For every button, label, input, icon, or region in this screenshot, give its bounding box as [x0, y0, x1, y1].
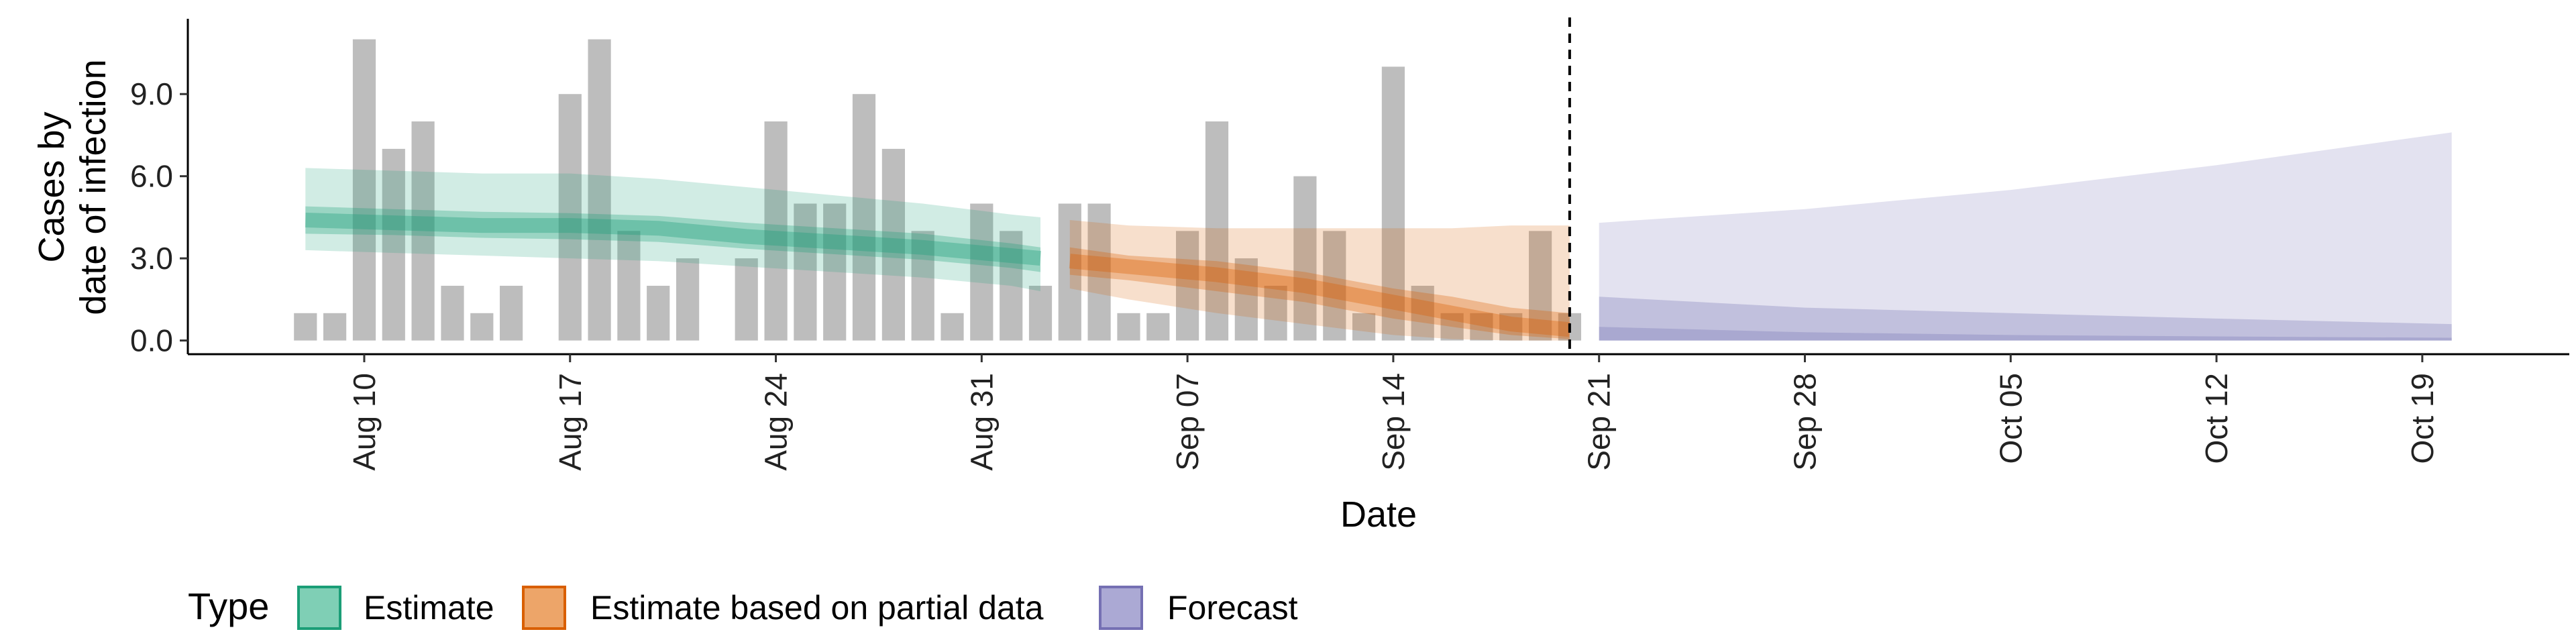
data-bar-2020-09-07 [1176, 231, 1199, 341]
legend: Type Estimate Estimate based on partial da… [188, 585, 1298, 630]
data-bar-2020-08-20 [647, 286, 670, 341]
series-1-ribbon-90 [305, 168, 1040, 292]
data-bar-2020-09-08 [1205, 121, 1229, 341]
data-bar-2020-08-30 [941, 313, 964, 341]
data-bar-2020-08-13 [441, 286, 464, 341]
data-bar-2020-08-27 [852, 94, 876, 341]
axes: 0.0 3.0 6.0 9.0 Aug 10 Aug 17 Aug 24 Aug 31 Sep … [32, 19, 2569, 535]
y-tick-label-3: 9.0 [130, 76, 173, 111]
x-tick-label-8: Oct 05 [1993, 373, 2028, 464]
data-bar-2020-09-11 [1293, 176, 1317, 341]
y-axis-title-line-1: Cases by [32, 111, 72, 262]
series-1-median-line [305, 213, 1042, 266]
data-bar-2020-09-13 [1352, 313, 1376, 341]
series-2-median-line [1069, 254, 1570, 337]
data-bar-2020-08-08 [294, 313, 317, 341]
x-tick-label-7: Sep 28 [1787, 373, 1822, 471]
series-1-ribbon-50 [305, 206, 1040, 272]
data-bar-2020-08-24 [764, 121, 788, 341]
data-bar-2020-09-15 [1411, 286, 1434, 341]
data-bar-2020-09-17 [1470, 313, 1493, 341]
data-bar-2020-09-19 [1529, 231, 1552, 341]
data-bar-2020-08-19 [617, 231, 641, 341]
x-tick-label-3: Aug 31 [964, 373, 999, 471]
x-tick-label-2: Aug 24 [759, 373, 794, 471]
data-bar-2020-09-09 [1234, 258, 1258, 341]
data-bar-2020-08-15 [500, 286, 523, 341]
data-bar-2020-09-04 [1087, 203, 1111, 341]
legend-key-2 [522, 586, 566, 630]
legend-label-1: Estimate [364, 589, 494, 627]
data-bar-2020-08-25 [794, 203, 817, 341]
data-bar-2020-08-23 [735, 258, 758, 341]
data-bar-2020-08-17 [558, 94, 582, 341]
y-tick-label-1: 3.0 [130, 241, 173, 276]
x-tick-label-0: Aug 10 [347, 373, 382, 471]
data-bar-2020-09-16 [1440, 313, 1464, 341]
data-bar-2020-09-12 [1323, 231, 1346, 341]
data-bar-2020-08-21 [676, 258, 700, 341]
data-bar-2020-08-14 [470, 313, 494, 341]
legend-key-3 [1099, 586, 1143, 630]
data-bar-2020-08-29 [911, 231, 934, 341]
data-bar-2020-08-18 [588, 39, 611, 341]
x-axis-title: Date [1340, 494, 1417, 535]
data-bar-2020-09-06 [1146, 313, 1170, 341]
data-bar-2020-09-14 [1381, 66, 1405, 341]
x-tick-label-10: Oct 19 [2405, 373, 2440, 464]
series-2-ribbon-90 [1069, 220, 1570, 341]
x-tick-label-9: Oct 12 [2199, 373, 2234, 464]
x-tick-label-6: Sep 21 [1582, 373, 1617, 471]
data-bar-2020-08-31 [970, 203, 994, 341]
data-bar-2020-08-10 [352, 39, 376, 341]
plot-area [294, 17, 2452, 356]
data-bar-2020-08-12 [411, 121, 435, 341]
y-tick-label-0: 0.0 [130, 323, 173, 358]
series-3-ribbon-50 [1599, 297, 2452, 341]
data-bar-2020-09-02 [1028, 286, 1053, 341]
y-tick-label-2: 6.0 [130, 159, 173, 194]
x-tick-label-4: Sep 07 [1170, 373, 1205, 471]
legend-key-1 [297, 586, 341, 630]
legend-title: Type [188, 585, 269, 627]
data-bar-2020-08-26 [823, 203, 847, 341]
data-bar-2020-09-01 [1000, 231, 1023, 341]
data-bar-2020-09-03 [1058, 203, 1081, 341]
data-bar-2020-09-05 [1117, 313, 1140, 341]
data-bar-2020-08-28 [881, 148, 905, 341]
x-tick-label-5: Sep 14 [1376, 373, 1411, 471]
data-bar-2020-09-18 [1499, 313, 1523, 341]
legend-label-3: Forecast [1167, 589, 1298, 627]
data-bar-2020-09-10 [1264, 286, 1287, 341]
legend-label-2: Estimate based on partial data [590, 589, 1044, 627]
series-2-ribbon-50 [1069, 247, 1570, 339]
x-tick-label-1: Aug 17 [553, 373, 588, 471]
y-axis-title-line-2: date of infection [73, 59, 113, 315]
data-bar-2020-08-09 [323, 313, 347, 341]
data-bar-2020-08-11 [382, 148, 405, 341]
series-3-ribbon-20 [1599, 327, 2452, 341]
series-3-ribbon-90 [1599, 132, 2452, 341]
